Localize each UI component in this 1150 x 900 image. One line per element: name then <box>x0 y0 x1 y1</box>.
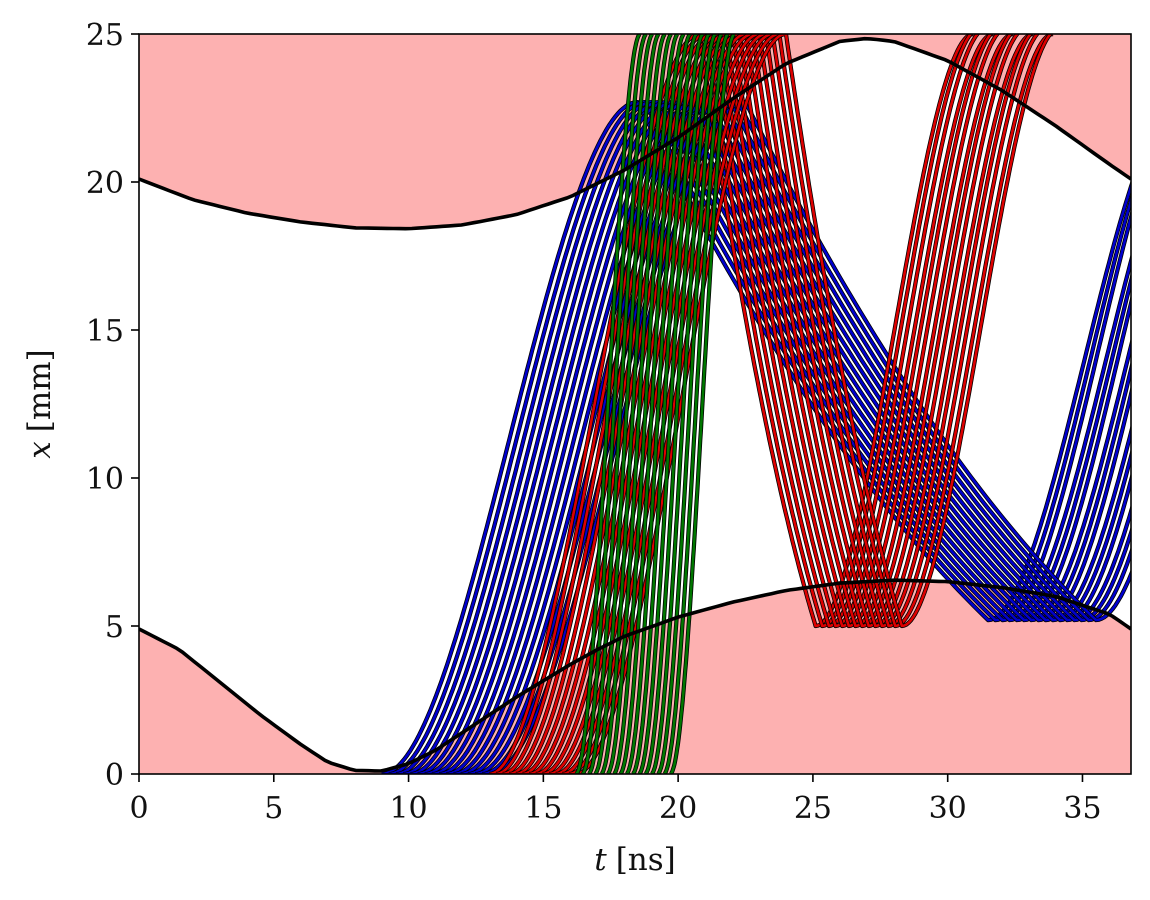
y-tick-label: 20 <box>86 166 124 201</box>
trajectory-line <box>515 34 993 774</box>
trajectory-line <box>650 34 717 774</box>
x-tick-label: 0 <box>129 791 148 826</box>
y-tick-label: 10 <box>86 462 124 497</box>
x-tick-label: 20 <box>659 791 697 826</box>
x-axis-label: t [ns] <box>594 842 676 878</box>
trajectory-line <box>403 100 1131 774</box>
trajectory-line <box>606 34 673 774</box>
trajectory-line <box>581 34 648 774</box>
trajectory-line <box>594 34 660 774</box>
trajectory-line <box>625 34 692 774</box>
trajectory-line <box>619 34 685 774</box>
trajectory-line <box>535 34 1013 774</box>
trajectory-line <box>424 100 1131 774</box>
x-axis-unit: [ns] <box>616 842 676 878</box>
boundaries <box>139 36 1131 773</box>
trajectory-line <box>549 34 1034 774</box>
trajectory-line <box>388 100 1131 774</box>
y-axis-unit: [mm] <box>22 349 58 432</box>
trajectory-line <box>600 34 667 774</box>
x-axis-variable: t <box>594 842 607 878</box>
trajectory-line <box>489 34 974 774</box>
trajectory-line <box>522 34 999 774</box>
trajectory-line <box>656 34 723 774</box>
y-tick-label: 25 <box>86 18 124 53</box>
y-axis-variable: x <box>22 441 58 459</box>
y-tick-label: 0 <box>105 758 124 793</box>
trajectory-line <box>495 34 973 774</box>
trajectory-line <box>542 34 1019 774</box>
trajectory-line <box>644 34 711 774</box>
trajectory-line <box>460 100 1131 774</box>
x-tick-label: 35 <box>1063 791 1101 826</box>
y-axis: 0 5 10 15 20 25 <box>86 18 139 793</box>
trajectory-line <box>587 34 654 774</box>
x-tick-label: 30 <box>929 791 967 826</box>
x-tick-label: 15 <box>524 791 562 826</box>
trajectory-line <box>575 34 641 774</box>
y-tick-label: 15 <box>86 314 124 349</box>
x-tick-label: 10 <box>389 791 427 826</box>
trajectory-line <box>612 34 679 774</box>
trajectory-line <box>669 34 736 774</box>
trajectory-line <box>638 34 704 774</box>
trajectory-line <box>410 100 1131 774</box>
trajectory-series-1 <box>381 100 1131 774</box>
lower-boundary-line <box>139 578 1131 773</box>
x-tick-label: 5 <box>264 791 283 826</box>
trajectory-series-3 <box>574 34 737 774</box>
trajectory-line <box>509 34 994 774</box>
x-axis: 0 5 10 15 20 25 30 35 <box>129 774 1102 826</box>
trajectories <box>381 34 1131 774</box>
y-tick-label: 5 <box>105 610 124 645</box>
trajectory-line <box>502 34 980 774</box>
trajectory-line <box>631 34 698 774</box>
plot-frame <box>138 33 1132 775</box>
x-tick-label: 25 <box>794 791 832 826</box>
trajectory-line <box>663 34 729 774</box>
upper-boundary-line <box>139 36 1131 231</box>
trajectory-line <box>529 34 1014 774</box>
y-axis-label: x [mm] <box>22 349 58 458</box>
